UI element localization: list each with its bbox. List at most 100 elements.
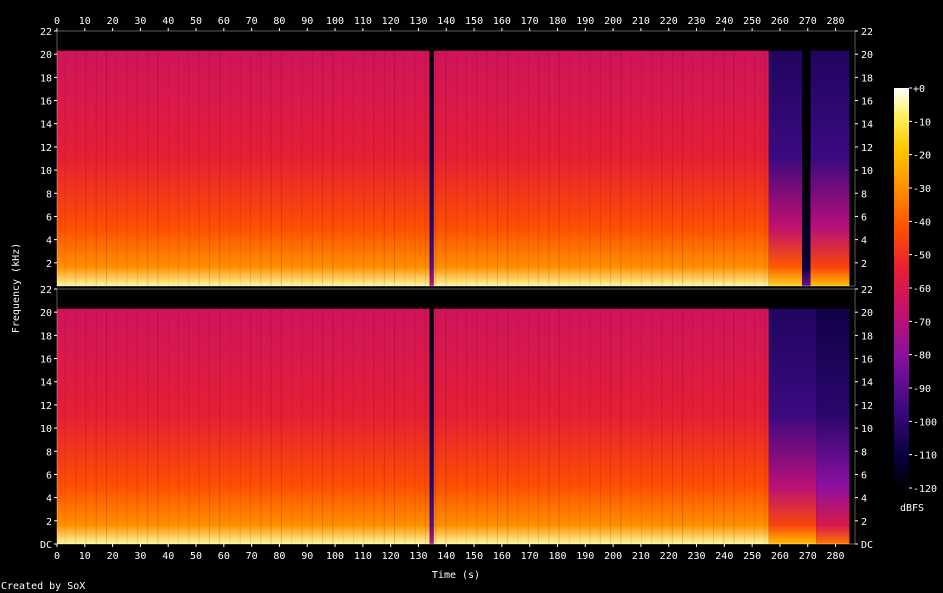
x-axis-top: 0 10 20 30 40 50 60 70 80 90 100 110 120 130 140 150 160… [54,16,845,31]
y-axis-label: Frequency (kHz) [11,243,22,333]
x-tick-label: 150 [465,551,483,562]
x-tick-label: 230 [687,551,705,562]
y-tick-label: 6 [46,212,52,223]
spectrum-segment [433,50,769,286]
y-tick-label: 6 [861,470,867,481]
panel-frame [56,288,856,545]
y-tick-label: 4 [861,236,867,247]
spectrum-segment [429,50,434,286]
x-tick-label: 180 [548,16,566,27]
x-tick-label: 130 [409,551,427,562]
x-tick-label: 210 [632,16,650,27]
colorbar-tick-label: -10 [913,117,931,128]
y-tick-label: 6 [861,212,867,223]
x-tick-label: 60 [218,551,230,562]
spectrum-segment [429,308,434,544]
y-tick-label: 2 [861,259,867,270]
x-tick-label: 20 [107,551,119,562]
y-tick-label: 22 [861,27,873,38]
y-tick-label: 20 [861,50,873,61]
x-tick-label: 250 [743,16,761,27]
colorbar-tick-label: -40 [913,217,931,228]
y-tick-label: 2 [861,517,867,528]
x-tick-label: 40 [162,551,174,562]
x-tick-label: 210 [632,551,650,562]
y-tick-label: 4 [861,494,867,505]
x-tick-label: 70 [246,16,258,27]
x-tick-label: 260 [771,16,789,27]
x-axis-bottom: 0 10 20 30 40 50 60 70 80 90 100 110 120 130 140 150 160… [54,544,845,562]
y-tick-label: 12 [40,143,52,154]
spectrum-segment [57,50,430,286]
y-tick-label: 18 [40,73,52,84]
spectrum-segment [802,50,811,286]
x-tick-label: 0 [54,551,60,562]
x-tick-label: 110 [354,16,372,27]
y-tick-label: DC [40,540,52,551]
y-tick-label: 4 [46,494,52,505]
y-tick-label: 10 [40,424,52,435]
x-tick-label: 140 [437,16,455,27]
x-tick-label: 240 [715,551,733,562]
x-tick-label: 0 [54,16,60,27]
x-tick-label: 90 [301,551,313,562]
y-tick-label: 10 [861,424,873,435]
colorbar-tick-label: -110 [913,451,937,462]
y-tick-label: 14 [861,120,873,131]
colorbar-label: dBFS [900,503,924,514]
y-tick-label: 16 [40,97,52,108]
x-tick-label: 270 [799,551,817,562]
y-tick-label: 20 [861,308,873,319]
y-tick-label: 14 [40,120,52,131]
credit-text: Created by SoX [1,581,85,592]
x-tick-label: 240 [715,16,733,27]
x-tick-label: 260 [771,551,789,562]
x-tick-label: 120 [382,551,400,562]
y-tick-label: 2 [46,517,52,528]
y-tick-label: 18 [861,73,873,84]
x-tick-label: 100 [326,551,344,562]
y-tick-label: 12 [861,143,873,154]
colorbar-gradient [894,88,909,488]
x-tick-label: 20 [107,16,119,27]
x-tick-label: 150 [465,16,483,27]
x-tick-label: 40 [162,16,174,27]
y-tick-label: 20 [40,50,52,61]
colorbar-tick-label: -50 [913,251,931,262]
x-tick-label: 200 [604,551,622,562]
x-tick-label: 160 [493,551,511,562]
y-tick-label: 16 [861,97,873,108]
x-tick-label: 250 [743,551,761,562]
x-tick-label: 190 [576,551,594,562]
y-tick-label: 22 [40,285,52,296]
x-tick-label: 120 [382,16,400,27]
x-tick-label: 110 [354,551,372,562]
x-tick-label: 220 [660,551,678,562]
x-tick-label: 220 [660,16,678,27]
panel-frame [56,30,856,287]
y-tick-label: 14 [861,378,873,389]
x-tick-label: 140 [437,551,455,562]
spectrogram-channel-1 [56,30,856,287]
spectrogram-channel-2 [56,288,856,545]
x-tick-label: 170 [521,16,539,27]
y-tick-label: 8 [861,189,867,200]
spectrum-segment [433,308,769,544]
y-tick-label: 18 [40,331,52,342]
x-tick-label: 170 [521,551,539,562]
y-tick-label: 16 [861,355,873,366]
y-tick-label: 10 [40,166,52,177]
x-tick-label: 180 [548,551,566,562]
x-tick-label: 50 [190,551,202,562]
x-tick-label: 130 [409,16,427,27]
y-tick-label: 22 [40,27,52,38]
x-tick-label: 230 [687,16,705,27]
y-tick-label: 4 [46,236,52,247]
colorbar: +0 -10 -20 -30 -40 -50 -60 -70 -80 -90 -100 -110 -12… [894,84,937,495]
spectrum-segment [810,50,850,286]
y-tick-label: 2 [46,259,52,270]
y-tick-label: 14 [40,378,52,389]
x-tick-label: 200 [604,16,622,27]
y-tick-label: 22 [861,285,873,296]
